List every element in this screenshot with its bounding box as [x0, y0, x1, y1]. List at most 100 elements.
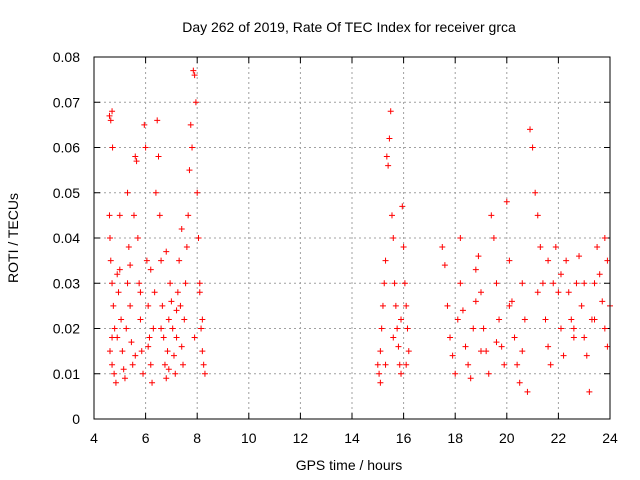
data-point — [133, 158, 140, 165]
data-point — [161, 361, 168, 368]
data-point — [163, 375, 170, 382]
data-point — [565, 289, 572, 296]
data-point — [506, 302, 513, 309]
data-point — [154, 117, 161, 124]
data-point — [403, 302, 410, 309]
x-tick-label: 12 — [293, 430, 309, 446]
data-point — [581, 280, 588, 287]
data-point — [399, 203, 406, 210]
data-point — [185, 212, 192, 219]
y-tick-label: 0.06 — [53, 140, 80, 156]
data-point — [156, 212, 163, 219]
data-point — [114, 334, 121, 341]
data-point — [391, 280, 398, 287]
data-point — [396, 361, 403, 368]
data-point — [147, 361, 154, 368]
data-point — [478, 289, 484, 296]
data-point — [377, 379, 384, 386]
data-point — [155, 153, 162, 160]
data-point — [472, 298, 479, 305]
data-point — [173, 307, 180, 314]
data-point — [120, 366, 127, 373]
y-tick-label: 0.04 — [53, 230, 80, 246]
data-point — [462, 343, 469, 350]
data-point — [527, 126, 534, 133]
data-point — [130, 212, 137, 219]
data-point — [529, 144, 536, 151]
data-point — [400, 244, 407, 251]
data-point — [116, 212, 123, 219]
data-point — [601, 325, 608, 332]
data-point — [444, 302, 451, 309]
data-point — [392, 302, 399, 309]
data-point — [472, 266, 479, 273]
data-point — [134, 235, 141, 241]
data-point — [158, 325, 165, 332]
data-point — [480, 325, 487, 332]
data-point — [141, 121, 148, 128]
data-point — [485, 370, 492, 377]
data-point — [199, 348, 206, 355]
data-point — [405, 348, 412, 355]
data-point — [467, 375, 474, 382]
data-point — [508, 298, 515, 305]
y-axis-label: ROTI / TECUs — [5, 193, 21, 283]
data-point — [478, 348, 484, 355]
data-point — [106, 112, 113, 119]
data-point — [146, 334, 153, 341]
data-point — [403, 361, 410, 368]
data-point — [385, 162, 392, 169]
data-point — [109, 144, 116, 151]
data-point — [111, 370, 118, 377]
data-point — [387, 108, 394, 115]
data-point — [200, 361, 207, 368]
data-point — [501, 361, 508, 368]
x-tick-label: 10 — [241, 430, 257, 446]
data-point — [128, 339, 135, 346]
data-point — [557, 271, 564, 278]
data-point — [150, 325, 157, 332]
data-point — [601, 235, 608, 241]
data-point — [115, 289, 122, 296]
data-point — [173, 334, 180, 341]
data-point — [124, 189, 131, 196]
data-point — [196, 280, 203, 287]
data-point — [441, 262, 448, 269]
data-point — [542, 316, 549, 323]
data-point — [381, 280, 388, 287]
data-point — [539, 280, 546, 287]
data-point — [170, 352, 177, 359]
data-point — [137, 289, 144, 296]
data-point — [198, 325, 205, 332]
data-point — [488, 212, 495, 219]
data-point — [545, 257, 552, 264]
data-point — [604, 257, 611, 264]
y-tick-label: 0.03 — [53, 275, 80, 291]
y-tick-label: 0 — [72, 411, 80, 427]
x-tick-label: 20 — [499, 430, 515, 446]
data-point — [114, 271, 121, 278]
data-point — [189, 144, 196, 151]
data-point — [136, 280, 143, 287]
data-points — [106, 67, 613, 395]
data-point — [145, 343, 152, 350]
data-point — [568, 316, 575, 323]
data-point — [449, 352, 456, 359]
data-point — [404, 325, 411, 332]
data-point — [127, 262, 134, 269]
data-point — [573, 280, 580, 287]
data-point — [516, 379, 523, 386]
data-point — [578, 302, 585, 309]
data-point — [125, 244, 132, 251]
data-point — [537, 244, 544, 251]
data-point — [377, 348, 384, 355]
data-point — [106, 212, 113, 219]
data-point — [555, 289, 562, 296]
data-point — [183, 244, 190, 251]
data-point — [379, 302, 386, 309]
data-point — [107, 257, 114, 264]
data-point — [532, 189, 539, 196]
x-tick-label: 22 — [551, 430, 567, 446]
data-point — [138, 348, 145, 355]
